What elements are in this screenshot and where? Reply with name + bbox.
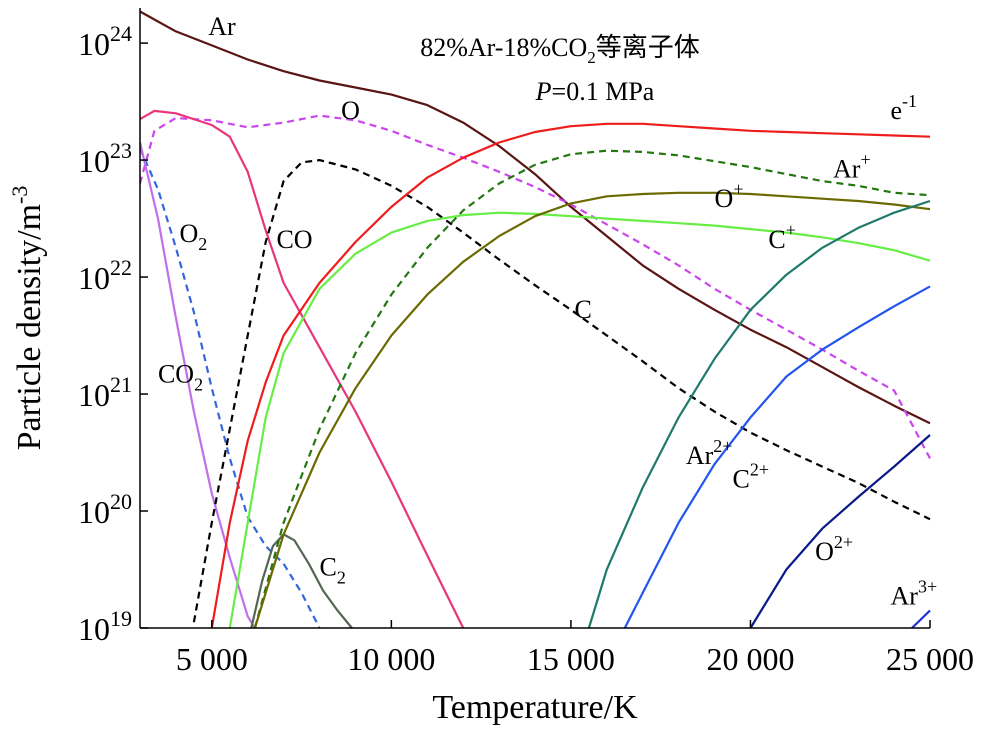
curve-label-con: CO [276,225,312,254]
series-e-1-line [210,122,931,629]
pressure-annotation: P=0.1 MPa [535,77,655,106]
curve-label-co2n: CO2 [158,359,203,394]
curves-layer [138,10,931,629]
series-ar-line [139,10,931,425]
y-tick-label: 1022 [78,255,132,296]
series-ar-line [253,149,931,629]
curve-label-ar3: Ar3+ [891,577,938,611]
series-ar3-line [911,609,931,629]
x-tick-label: 25 000 [886,641,974,677]
x-tick-label: 15 000 [527,641,615,677]
y-tick-label: 1023 [78,138,132,179]
series-o-line [253,191,931,629]
series-o2-line [138,147,321,629]
curve-label-cn: C [575,295,592,324]
curve-label-o2n: O2 [180,219,208,254]
curve-label-o2: O2+ [815,532,853,566]
axes-layer: 5 000 10 000 15 000 20 000 25 000 1019 1020 102… [7,8,974,726]
y-tick-label: 1019 [78,606,132,647]
series-o-line [138,114,931,459]
y-tick-label: 1024 [78,21,132,62]
curve-label-arn: Ar [208,12,236,41]
y-tick-label: 1021 [78,372,132,413]
curve-label-c2n: C2 [320,552,346,587]
series-co2-line [138,142,256,629]
series-c-line [192,159,931,623]
curve-label-c2: C2+ [733,460,770,494]
series-o2-line [749,434,931,629]
y-tick-label: 1020 [78,489,132,530]
series-c2-line [250,533,353,629]
x-tick-label: 10 000 [347,641,435,677]
curve-label-ar2: Ar2+ [686,436,733,470]
x-axis-title: Temperature/K [432,689,638,726]
y-axis-title: Particle density/m-3 [7,186,48,451]
chart-title: 82%Ar-18%CO2等离子体 [420,33,700,67]
curve-label-e-1: e-1 [891,91,918,125]
series-c-line [228,211,931,629]
curve-label-o: O+ [715,179,744,213]
series-c2-line [623,285,931,629]
curve-label-c: C+ [768,220,796,254]
series-co-line [139,109,465,629]
curve-label-ar: Ar+ [833,150,871,184]
curve-label-on: O [341,96,360,125]
series-ar2-line [587,199,931,629]
x-tick-label: 5 000 [176,641,248,677]
x-tick-label: 20 000 [706,641,794,677]
